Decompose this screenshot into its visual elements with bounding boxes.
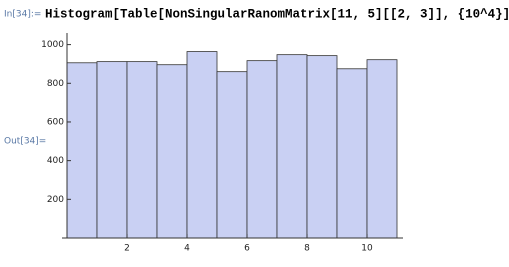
y-tick-label: 800 xyxy=(47,79,64,89)
x-tick-label: 4 xyxy=(184,244,190,254)
y-tick-label: 200 xyxy=(47,195,64,205)
x-tick-label: 10 xyxy=(361,244,373,254)
x-tick-label: 6 xyxy=(244,244,250,254)
bar xyxy=(336,68,368,239)
bar xyxy=(186,51,218,239)
y-tick-label: 400 xyxy=(47,156,64,166)
bar xyxy=(156,64,188,239)
y-tick-label: 600 xyxy=(47,117,64,127)
bar xyxy=(216,71,248,239)
x-tick-label: 2 xyxy=(124,244,130,254)
bar xyxy=(126,61,158,239)
x-tick-label: 8 xyxy=(304,244,310,254)
bar xyxy=(66,62,98,239)
input-code[interactable]: Histogram[Table[NonSingularRanomMatrix[1… xyxy=(45,7,509,21)
bar xyxy=(96,61,128,239)
histogram: 2 4 6 8 10 200 400 600 800 1000 xyxy=(41,33,403,254)
input-label: In[34]:= xyxy=(4,10,41,20)
bar xyxy=(246,60,278,239)
y-tick-label: 1000 xyxy=(41,40,64,50)
bar xyxy=(366,59,398,239)
bar xyxy=(276,54,308,239)
bar xyxy=(306,55,338,239)
output-label: Out[34]= xyxy=(4,137,46,147)
